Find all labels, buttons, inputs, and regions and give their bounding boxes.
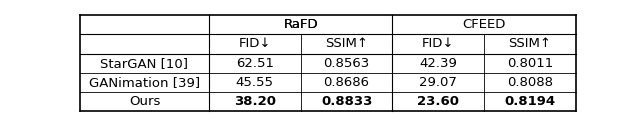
Text: SSIM↑: SSIM↑ [509, 37, 552, 50]
Text: 0.8088: 0.8088 [507, 76, 553, 89]
Text: FID↓: FID↓ [422, 37, 454, 50]
Text: StarGAN [10]: StarGAN [10] [100, 57, 189, 70]
Text: SSIM↑: SSIM↑ [325, 37, 368, 50]
Text: 0.8563: 0.8563 [323, 57, 370, 70]
Text: RaFD: RaFD [284, 18, 318, 31]
Text: 62.51: 62.51 [236, 57, 274, 70]
Text: Ours: Ours [129, 95, 160, 108]
Text: 38.20: 38.20 [234, 95, 276, 108]
Text: 0.8686: 0.8686 [324, 76, 370, 89]
Text: 45.55: 45.55 [236, 76, 274, 89]
Text: 42.39: 42.39 [419, 57, 458, 70]
Text: 0.8011: 0.8011 [507, 57, 553, 70]
Text: 0.8194: 0.8194 [504, 95, 556, 108]
Text: RaFD: RaFD [284, 18, 318, 31]
Text: 0.8833: 0.8833 [321, 95, 372, 108]
Text: CFEED: CFEED [463, 18, 506, 31]
Text: FID↓: FID↓ [239, 37, 271, 50]
Text: GANimation [39]: GANimation [39] [89, 76, 200, 89]
Text: 29.07: 29.07 [419, 76, 458, 89]
Text: 23.60: 23.60 [417, 95, 460, 108]
